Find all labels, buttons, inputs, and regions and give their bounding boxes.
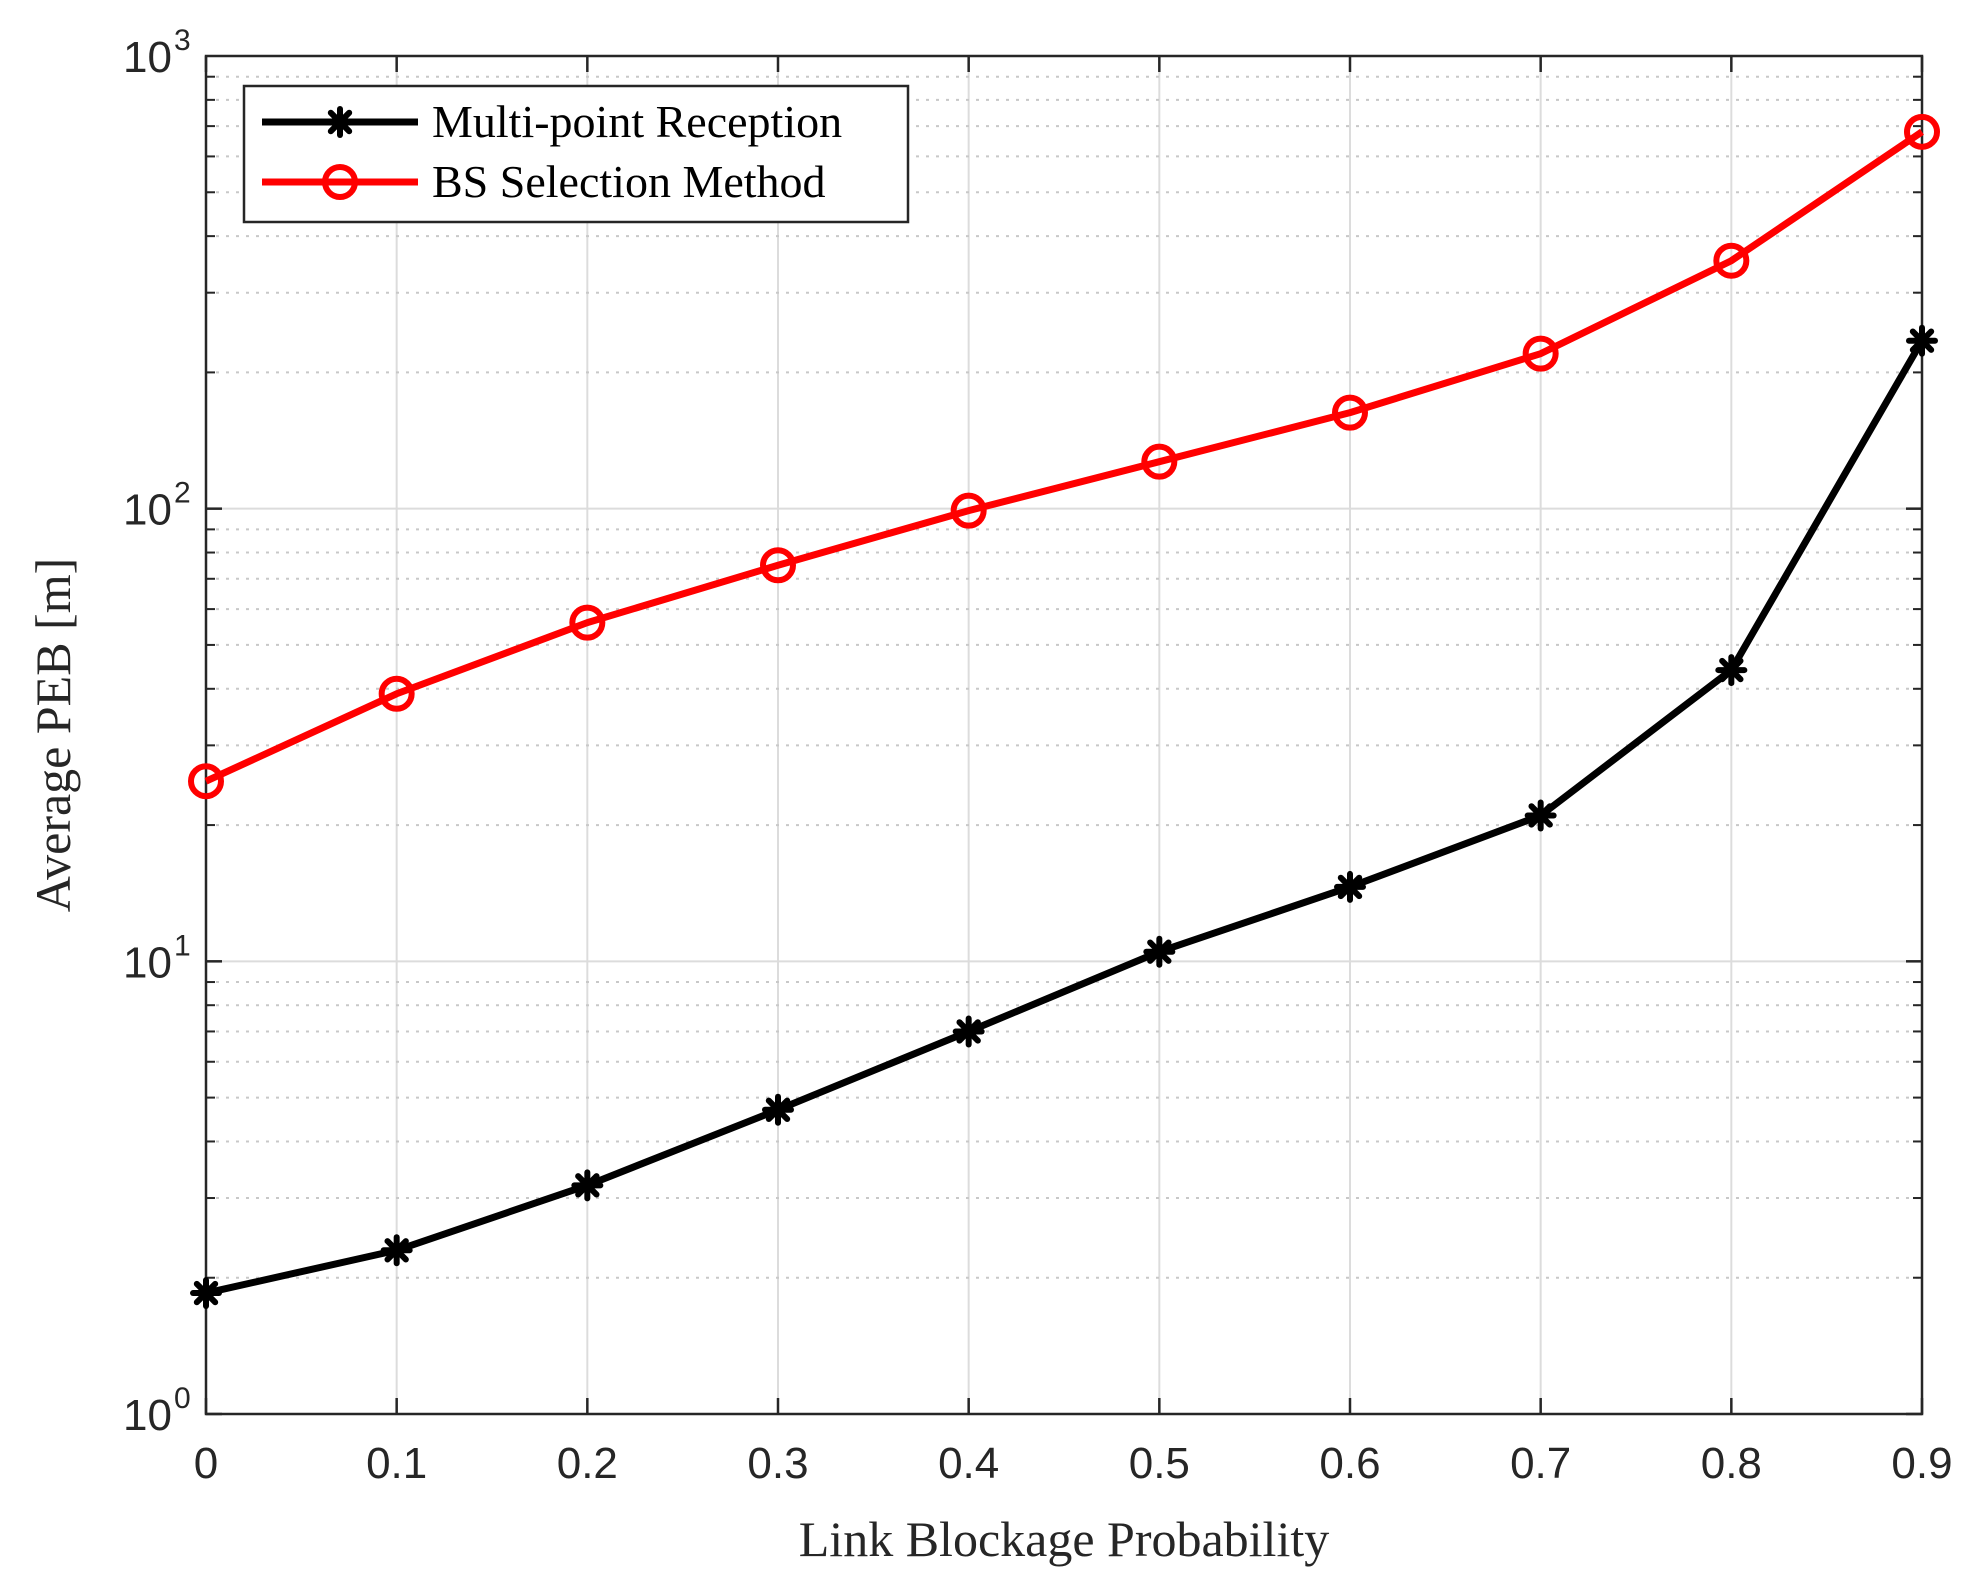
asterisk-marker (380, 1234, 413, 1267)
y-tick-label-exponent: 2 (174, 477, 191, 510)
plot-area (206, 56, 1922, 1414)
asterisk-marker (1906, 324, 1938, 357)
legend-label-multipoint: Multi-point Reception (432, 96, 842, 147)
circle-marker (1332, 394, 1368, 431)
x-axis-title: Link Blockage Probability (799, 1511, 1329, 1567)
circle-marker (322, 164, 358, 200)
series-bs-selection (188, 113, 1940, 800)
y-tick-label-exponent: 1 (174, 929, 191, 962)
y-tick-label-base: 10 (123, 938, 172, 987)
y-tick-label-base: 10 (123, 33, 172, 82)
x-tick-label: 0.7 (1510, 1439, 1571, 1488)
legend: Multi-point Reception BS Selection Metho… (242, 84, 910, 224)
circle-marker (1522, 335, 1559, 372)
series-line (204, 128, 1924, 785)
x-tick-label: 0.6 (1319, 1439, 1380, 1488)
asterisk-marker (1715, 654, 1748, 687)
circle-marker (188, 763, 224, 800)
asterisk-marker (1143, 935, 1176, 968)
asterisk-marker (571, 1169, 604, 1202)
x-tick-label: 0.9 (1891, 1439, 1952, 1488)
axes-box (204, 54, 1924, 1416)
x-tick-label: 0.1 (366, 1439, 427, 1488)
x-tick-label: 0.4 (938, 1439, 999, 1488)
y-tick-label-base: 10 (123, 1391, 172, 1440)
circle-marker (1141, 443, 1178, 480)
circle-marker (1713, 242, 1750, 279)
series-multipoint (190, 324, 1938, 1310)
y-axis-title: Average PEB [m] (25, 558, 81, 913)
legend-box (242, 84, 910, 224)
x-tick-label: 0 (194, 1439, 218, 1488)
y-tick-label: 10 0 (123, 1382, 191, 1440)
asterisk-marker (1334, 870, 1366, 903)
x-tick-label: 0.3 (747, 1439, 808, 1488)
y-tick-label-exponent: 0 (174, 1382, 191, 1415)
asterisk-marker (1524, 799, 1557, 832)
y-tick-label: 10 2 (123, 477, 191, 535)
series-layer (188, 113, 1940, 1310)
legend-marker-bs-selection (322, 164, 358, 200)
asterisk-marker (190, 1277, 222, 1310)
legend-marker-multipoint (324, 106, 356, 138)
legend-label-bs-selection: BS Selection Method (432, 156, 826, 207)
grid (206, 56, 1922, 1414)
x-tick-label: 0.2 (557, 1439, 618, 1488)
circle-marker (378, 675, 415, 712)
circle-marker (760, 547, 796, 584)
y-tick-label: 10 3 (123, 24, 191, 82)
y-tick-label: 10 1 (123, 929, 191, 987)
asterisk-marker (324, 106, 356, 138)
asterisk-marker (762, 1093, 794, 1126)
circle-marker (1904, 113, 1940, 150)
series-line (205, 338, 1926, 1297)
x-tick-label: 0.8 (1701, 1439, 1762, 1488)
circle-marker (950, 492, 987, 529)
y-tick-label-exponent: 3 (174, 24, 191, 57)
x-tick-labels: 0 0.1 0.2 0.3 0.4 0.5 0.6 0.7 0.8 0.9 (194, 1439, 1953, 1488)
circle-marker (569, 604, 606, 641)
x-tick-label: 0.5 (1129, 1439, 1190, 1488)
y-tick-label-base: 10 (123, 486, 172, 535)
asterisk-marker (952, 1015, 985, 1048)
